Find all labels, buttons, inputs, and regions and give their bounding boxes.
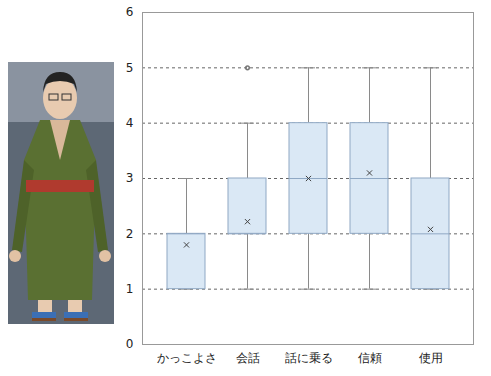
svg-text:0: 0 (126, 337, 134, 351)
svg-text:1: 1 (126, 282, 134, 296)
svg-text:会話: 会話 (236, 351, 260, 365)
svg-text:かっこよさ: かっこよさ (157, 351, 217, 365)
svg-text:3: 3 (126, 171, 134, 185)
svg-text:5: 5 (126, 61, 134, 75)
svg-text:信頼: 信頼 (358, 351, 382, 365)
svg-text:6: 6 (126, 5, 134, 19)
svg-text:2: 2 (126, 227, 134, 241)
svg-text:4: 4 (126, 116, 134, 130)
svg-text:話に乗る: 話に乗る (285, 351, 333, 365)
svg-text:使用: 使用 (419, 351, 443, 365)
